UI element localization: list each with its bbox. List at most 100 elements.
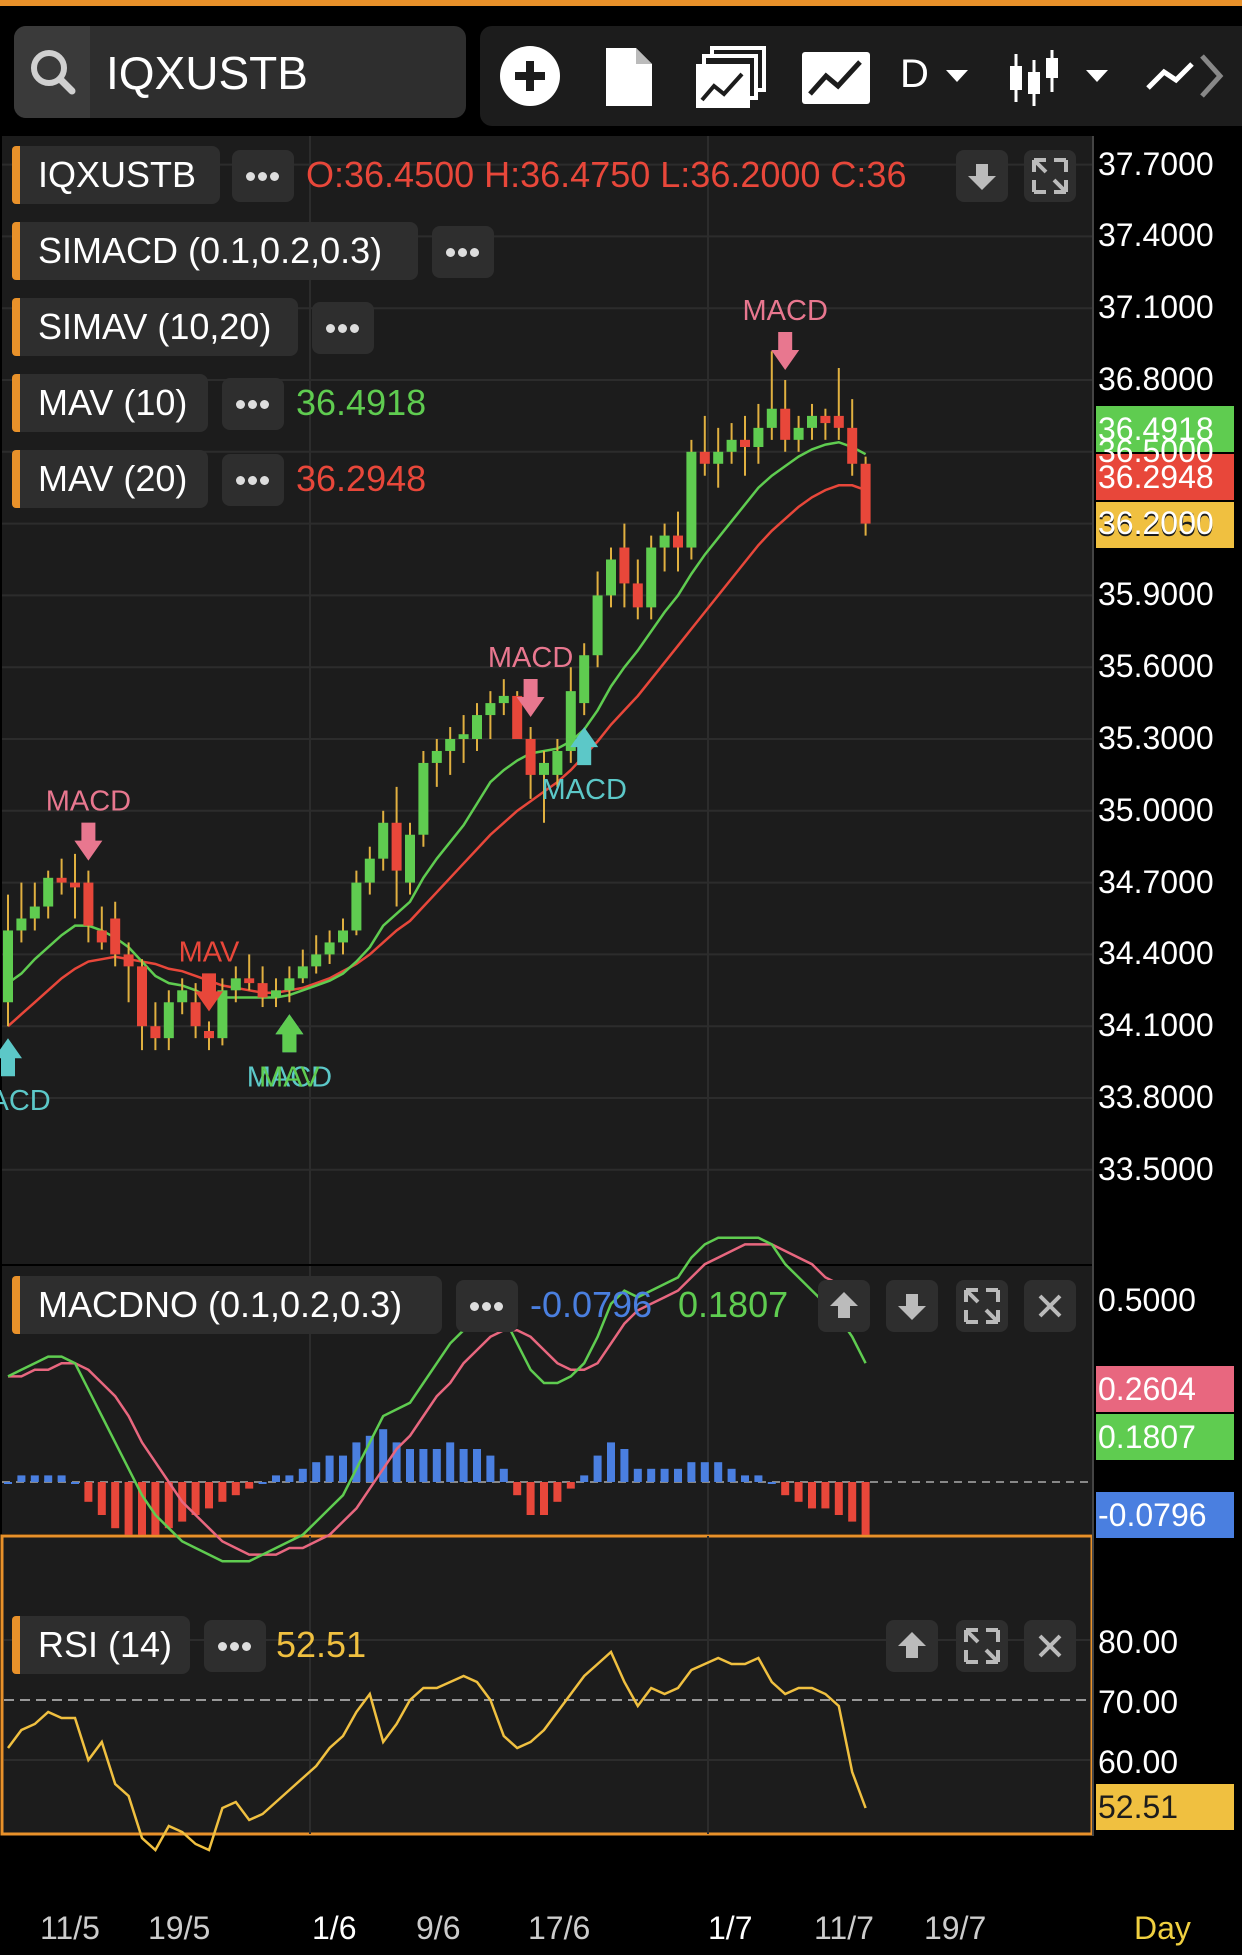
more-icon[interactable] [456, 1280, 518, 1332]
top-accent-line [0, 0, 1242, 6]
more-icon[interactable] [432, 226, 494, 278]
price-tick: 37.7000 [1098, 145, 1214, 182]
chart-area[interactable]: MACDMAVMACDMACDMAVMACDMACDMACD IQXUSTB O… [0, 136, 1242, 1955]
candle-body [96, 930, 107, 943]
macd-signal-badge: 0.2604 [1096, 1366, 1234, 1412]
search-icon[interactable] [14, 26, 90, 118]
document-icon[interactable] [598, 26, 658, 126]
macd-hist-bar [138, 1482, 146, 1535]
candle-body [673, 535, 683, 548]
close-icon[interactable] [1024, 1620, 1076, 1672]
expand-icon[interactable] [956, 1280, 1008, 1332]
candle-body [431, 750, 442, 763]
macd-hist-bar [272, 1475, 280, 1482]
macd-hist-bar [473, 1449, 481, 1482]
chevron-down-icon[interactable] [942, 26, 972, 126]
candle-body [137, 966, 147, 1027]
rsi-legend[interactable]: RSI (14) [12, 1616, 190, 1674]
candle-body [847, 427, 858, 464]
indicator-simav[interactable]: SIMAV (10,20) [12, 298, 298, 356]
macd-hist-bar [687, 1462, 696, 1482]
indicator-simacd[interactable]: SIMACD (0.1,0.2,0.3) [12, 222, 418, 280]
macd-hist-bar [245, 1482, 254, 1489]
candle-body [807, 415, 817, 428]
candle-body [713, 451, 724, 464]
indicator-mav20[interactable]: MAV (20) [12, 450, 208, 508]
interval-selector[interactable]: D [900, 52, 929, 96]
price-tick: 37.4000 [1098, 217, 1214, 254]
candle-body [338, 930, 348, 943]
price-tick: 36.5000 [1098, 432, 1214, 469]
macd-hist-bar [124, 1482, 133, 1535]
macd-hist-bar [446, 1442, 455, 1482]
symbol-legend[interactable]: IQXUSTB [12, 146, 220, 204]
more-icon[interactable] [312, 302, 374, 354]
chevron-down-icon[interactable] [1082, 26, 1112, 126]
plus-circle-icon[interactable] [496, 26, 566, 126]
arrow-up-icon[interactable] [886, 1620, 938, 1672]
macd-signal-line [8, 1243, 867, 1556]
ma10-badge: 36.4918 [1096, 406, 1234, 452]
candle-body [364, 858, 375, 883]
buy-arrow-icon [0, 1038, 22, 1077]
macd-hist-bar [794, 1482, 803, 1502]
candle-body [619, 547, 630, 584]
line-chart-icon[interactable] [798, 26, 874, 126]
more-icon[interactable] [222, 378, 284, 430]
macd-hist-badge: -0.0796 [1096, 1492, 1234, 1538]
candle-body [699, 451, 710, 464]
x-axis-label: 11/7 [814, 1910, 874, 1946]
x-axis-label: 19/7 [924, 1910, 987, 1946]
price-tick: 36.2000 [1098, 504, 1214, 541]
macd-legend[interactable]: MACDNO (0.1,0.2,0.3) [12, 1276, 442, 1334]
macd-hist-bar [205, 1482, 213, 1509]
x-axis-label: 17/6 [528, 1910, 591, 1946]
candle-body [418, 762, 429, 835]
macd-hist-bar [848, 1482, 857, 1522]
candle-body [217, 990, 228, 1039]
symbol-input[interactable]: IQXUSTB [106, 47, 308, 99]
macd-line [7, 1236, 867, 1563]
signal-label: MACD [46, 786, 131, 818]
sell-arrow-icon [516, 679, 545, 718]
arrow-down-icon[interactable] [886, 1280, 938, 1332]
compare-charts-icon[interactable] [692, 26, 772, 126]
candle-body [539, 762, 549, 775]
more-icon[interactable] [204, 1620, 266, 1672]
macd-hist-bar [741, 1475, 749, 1482]
expand-icon[interactable] [956, 1620, 1008, 1672]
candle-body [405, 834, 415, 883]
candle-body [190, 1002, 201, 1027]
candle-body [606, 559, 616, 596]
signal-label: MAV [259, 1061, 320, 1093]
arrow-down-icon[interactable] [956, 150, 1008, 202]
macd-hist-bar [660, 1468, 669, 1482]
arrow-up-icon[interactable] [818, 1280, 870, 1332]
more-icon[interactable] [222, 454, 284, 506]
candle-body [351, 882, 362, 931]
sell-arrow-icon [771, 332, 800, 370]
price-tick: 34.4000 [1098, 935, 1214, 972]
price-tick: 35.3000 [1098, 720, 1214, 756]
candle-body [793, 427, 804, 440]
drawing-icon[interactable] [1144, 26, 1240, 126]
macd-hist-bar [754, 1475, 763, 1482]
candle-body [820, 415, 831, 424]
x-axis-label: 9/6 [416, 1910, 461, 1946]
more-icon[interactable] [232, 150, 294, 202]
indicator-mav10[interactable]: MAV (10) [12, 374, 208, 432]
expand-icon[interactable] [1024, 150, 1076, 202]
interval-label[interactable]: Day [1134, 1910, 1191, 1946]
candlestick-icon[interactable] [1004, 26, 1064, 126]
candle-body [579, 655, 590, 704]
rsi-badge: 52.51 [1096, 1784, 1234, 1830]
sell-arrow-icon [74, 822, 103, 861]
macd-hist-bar [526, 1482, 535, 1515]
mav20-value: 36.2948 [296, 458, 427, 499]
candle-body [297, 966, 308, 979]
candle-body [204, 1030, 214, 1039]
candle-body [766, 408, 777, 428]
close-icon[interactable] [1024, 1280, 1076, 1332]
symbol-search[interactable]: IQXUSTB [14, 26, 466, 118]
candle-body [257, 983, 268, 998]
